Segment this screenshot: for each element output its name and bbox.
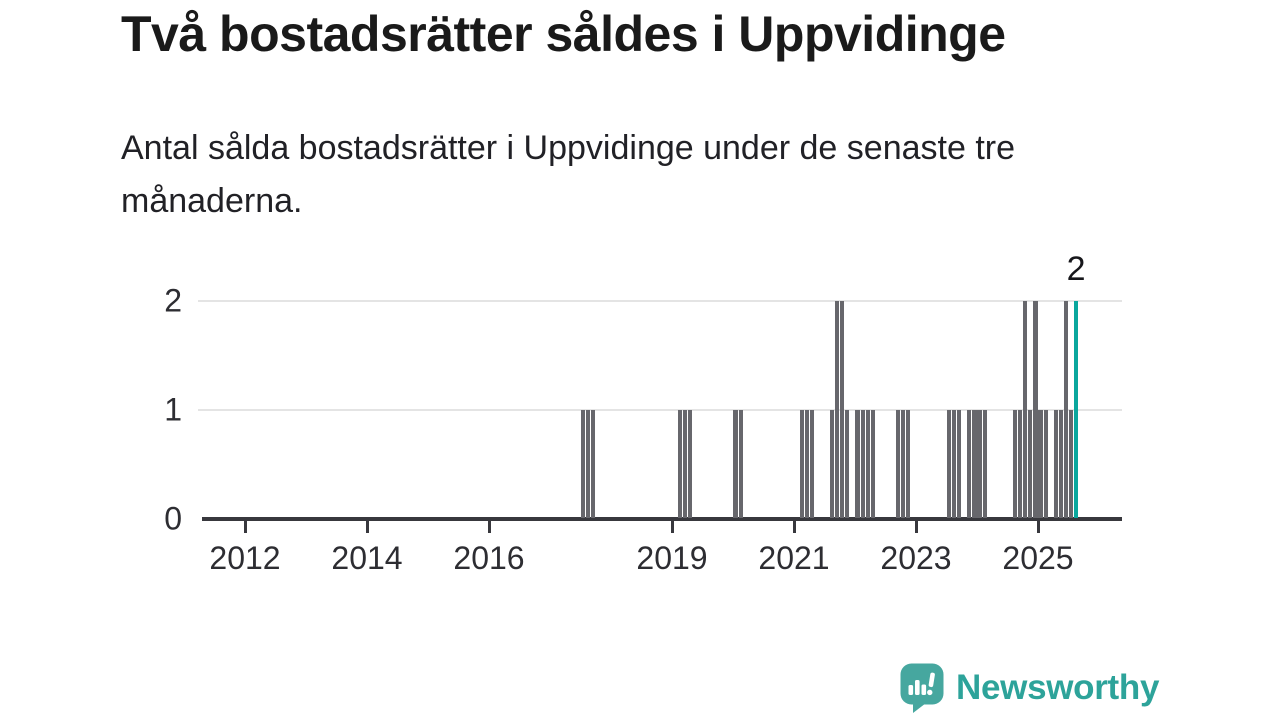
bar-month-2022-01	[855, 410, 860, 518]
bar-month-2024-02	[982, 410, 987, 518]
x-axis-tick-label-2025: 2025	[1002, 540, 1074, 576]
bar-month-2023-12	[972, 410, 977, 518]
newsworthy-logo-text: Newsworthy	[956, 668, 1160, 707]
bar-month-2017-08	[586, 410, 591, 518]
x-axis-tick-label-2014: 2014	[331, 540, 403, 576]
chart-title: Två bostadsrätter såldes i Uppvidinge	[121, 6, 1006, 62]
gridline-y1	[198, 409, 1122, 411]
latest-value-annotation: 2	[1066, 250, 1086, 288]
bar-month-2024-09	[1018, 410, 1023, 518]
x-axis-tick-2012	[243, 520, 247, 533]
bar-month-2022-10	[901, 410, 906, 518]
bar-month-2017-09	[591, 410, 596, 518]
bar-month-2020-02	[738, 410, 743, 518]
x-axis-tick-label-2023: 2023	[880, 540, 952, 576]
bar-month-2024-08	[1013, 410, 1018, 518]
bar-month-2021-04	[809, 410, 814, 518]
x-axis-tick-2019	[670, 520, 674, 533]
x-axis-tick-label-2012: 2012	[209, 540, 281, 576]
bar-month-2025-06	[1063, 301, 1069, 518]
bar-month-2019-02	[677, 410, 682, 518]
bar-month-2017-07	[580, 410, 586, 518]
x-axis-tick-label-2016: 2016	[453, 540, 525, 576]
bar-month-2025-04	[1053, 410, 1058, 518]
chart-subtitle: Antal sålda bostadsrätter i Uppvidinge u…	[121, 129, 1015, 220]
y-axis-tick-label-2: 2	[164, 282, 182, 319]
newsworthy-logo-icon	[900, 663, 944, 713]
bar-month-2024-11	[1028, 410, 1033, 518]
bar-month-2021-08	[830, 410, 835, 518]
y-axis-tick-label-1: 1	[164, 391, 182, 428]
bar-month-2022-04	[870, 410, 875, 518]
bar-month-2020-01	[733, 410, 738, 518]
bar-month-2024-10	[1023, 301, 1028, 518]
bar-month-2022-09	[896, 410, 901, 518]
bar-month-2025-07	[1068, 410, 1074, 518]
bar-month-2025-02	[1043, 410, 1048, 518]
bar-month-2019-03	[682, 410, 687, 518]
x-axis-tick-2025	[1036, 520, 1040, 533]
gridline-y2	[198, 300, 1122, 302]
y-axis-tick-label-0: 0	[164, 500, 182, 537]
x-axis-line	[202, 517, 1122, 521]
bar-month-2023-08	[952, 410, 957, 518]
x-axis-tick-2021	[792, 520, 796, 533]
bar-month-2021-03	[804, 410, 809, 518]
x-axis-tick-label-2019: 2019	[636, 540, 708, 576]
x-axis-tick-label-2021: 2021	[758, 540, 830, 576]
newsworthy-logo: Newsworthy	[899, 662, 1159, 714]
bar-month-2019-04	[687, 410, 692, 518]
bar-month-2025-05	[1058, 410, 1063, 518]
bar-month-2023-07	[946, 410, 952, 518]
bar-month-2021-10	[840, 301, 845, 518]
bar-month-2024-12	[1033, 301, 1038, 518]
bar-month-2025-01	[1038, 410, 1043, 518]
x-axis-tick-2016	[487, 520, 491, 533]
x-axis-tick-2014	[365, 520, 369, 533]
bar-month-2021-11	[845, 410, 850, 518]
bar-month-2022-03	[865, 410, 870, 518]
bar-month-2021-02	[799, 410, 804, 518]
bar-current-month	[1074, 301, 1079, 518]
bar-month-2024-01	[977, 410, 982, 518]
bar-month-2022-11	[906, 410, 911, 518]
x-axis-tick-2023	[914, 520, 918, 533]
bar-month-2023-11	[967, 410, 972, 518]
bar-month-2021-09	[835, 301, 840, 518]
bar-month-2022-02	[860, 410, 865, 518]
bar-month-2023-09	[957, 410, 962, 518]
